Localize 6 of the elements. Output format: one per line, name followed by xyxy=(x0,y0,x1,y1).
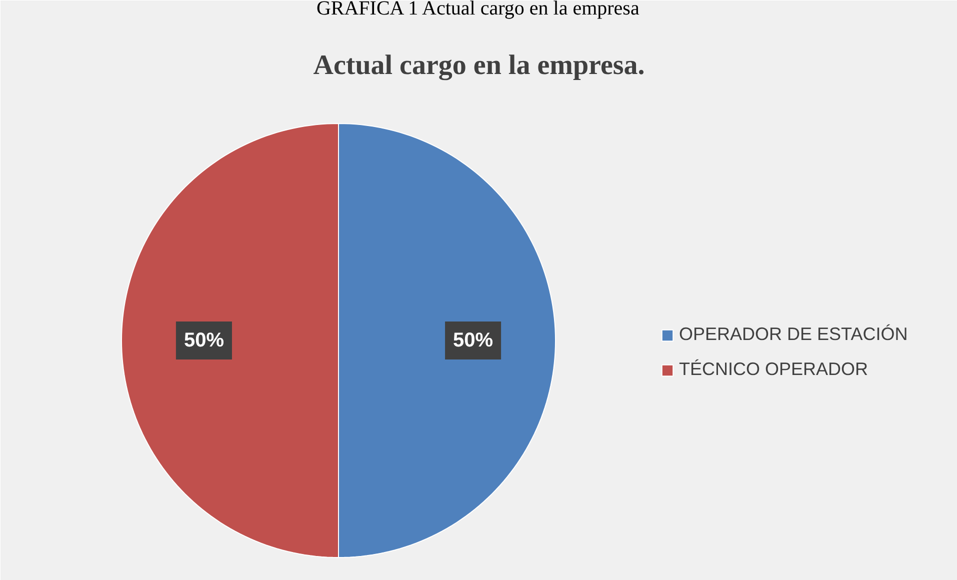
data-label: 50% xyxy=(453,330,494,352)
text: GRAFICA 1 Actual cargo en la empresa xyxy=(316,0,640,20)
data-label: 50% xyxy=(184,330,224,352)
legend-label: TÉCNICO OPERADOR xyxy=(679,359,868,380)
chart-title: Actual cargo en la empresa. xyxy=(313,50,645,81)
legend-label: OPERADOR DE ESTACIÓN xyxy=(679,324,908,345)
